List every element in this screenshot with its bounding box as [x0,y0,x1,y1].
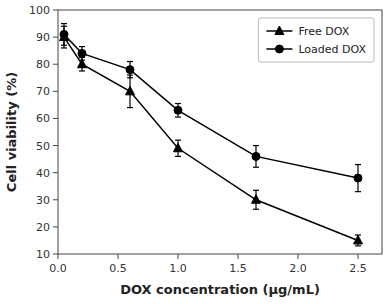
y-tick-label: 60 [36,112,50,125]
y-tick [53,145,58,146]
x-tick-label: 0.0 [49,262,67,275]
y-tick-label: 30 [36,194,50,207]
error-bar-cap [175,156,181,157]
error-bar [253,146,259,168]
point-marker [174,106,182,114]
x-tick [178,254,179,259]
x-tick [298,254,299,259]
point-marker [354,174,362,182]
point-marker [78,49,86,57]
point-marker [252,195,261,204]
error-bar-cap [61,45,67,46]
error-bar-cap [79,60,85,61]
error-bar-cap [79,70,85,71]
y-tick [53,64,58,65]
error-bar-cap [253,145,259,146]
legend-label: Free DOX [298,25,349,38]
error-bar-cap [175,116,181,117]
x-axis-label: DOX concentration (μg/mL) [120,282,320,297]
y-tick [53,172,58,173]
error-bar-cap [127,77,133,78]
point-marker [252,152,260,160]
y-tick-label: 20 [36,221,50,234]
error-bar-cap [127,61,133,62]
y-tick-label: 90 [36,31,50,44]
error-bar [79,47,85,61]
error-bar-cap [175,140,181,141]
x-tick-label: 1.0 [169,262,187,275]
y-tick [53,37,58,38]
error-bar-cap [355,164,361,165]
y-tick-label: 40 [36,167,50,180]
y-tick [53,10,58,11]
y-tick [53,118,58,119]
y-tick [53,91,58,92]
legend-label: Loaded DOX [298,43,366,56]
legend: Free DOX Loaded DOX [258,18,374,62]
y-tick [53,199,58,200]
y-tick [53,254,58,255]
x-tick [238,254,239,259]
y-tick-label: 100 [29,4,50,17]
legend-box [258,18,374,62]
legend-marker [275,45,283,53]
point-marker [60,30,68,38]
error-bar-cap [253,190,259,191]
error-bar [355,165,361,192]
y-tick-label: 10 [36,248,50,261]
error-bar [127,62,133,78]
chart: 0.0 0.5 1.0 1.5 2.0 2.5 10 20 30 40 50 60 70 80 90 100 D… [0,0,392,304]
error-bar-cap [79,46,85,47]
legend-marker [275,26,284,35]
error-bar-cap [253,209,259,210]
x-tick [58,254,59,259]
y-axis-label: Cell viability (%) [4,72,19,192]
error-bar-cap [61,23,67,24]
y-tick-label: 80 [36,58,50,71]
error-bar-cap [355,245,361,246]
plot-frame [58,10,382,254]
error-bar [61,24,67,46]
y-tick [53,226,58,227]
point-marker [126,86,135,95]
error-bar-cap [253,167,259,168]
series-line [64,37,358,240]
point-marker [354,235,363,244]
point-marker [174,143,183,152]
point-marker [126,66,134,74]
error-bar-cap [127,107,133,108]
x-tick-label: 2.5 [349,262,367,275]
x-tick-label: 0.5 [109,262,127,275]
y-tick-label: 70 [36,85,50,98]
x-tick-label: 2.0 [289,262,307,275]
y-tick-label: 50 [36,140,50,153]
x-tick-label: 1.5 [229,262,247,275]
x-tick [118,254,119,259]
error-bar-cap [355,191,361,192]
x-tick [358,254,359,259]
point-marker [78,59,87,68]
error-bar-cap [175,103,181,104]
error-bar-cap [61,47,67,48]
error-bar [175,104,181,118]
